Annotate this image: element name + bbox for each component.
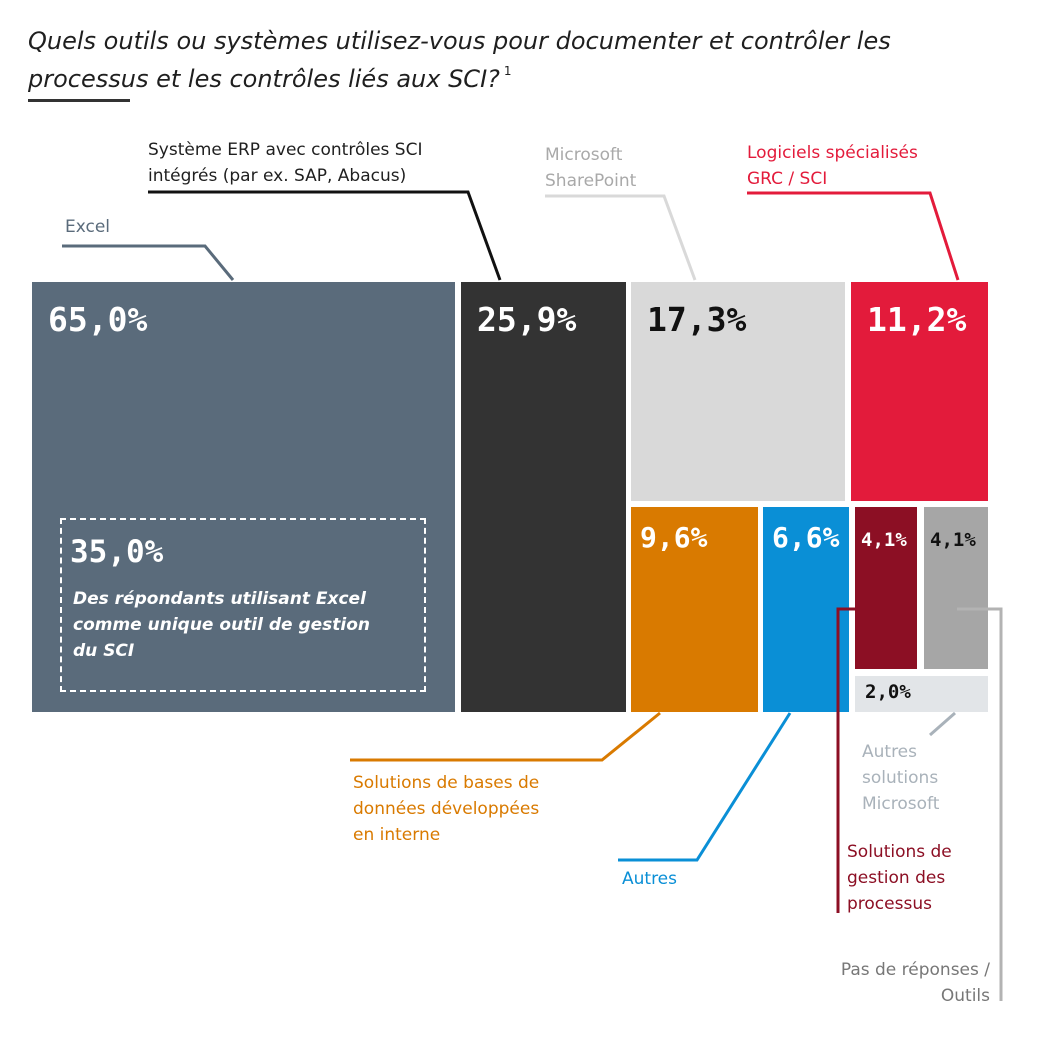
category-label-line: Autres (862, 742, 918, 762)
value-label-autres: 6,6% (772, 521, 840, 554)
leader-line-grc (747, 191, 960, 281)
value-label-grc: 11,2% (867, 300, 967, 339)
category-label-line: Solutions de (847, 842, 952, 862)
category-label-line: Autres (622, 869, 678, 889)
category-label-grc: Logiciels spécialisés GRC / SCI (747, 140, 918, 192)
category-label-line: données développées (353, 799, 540, 819)
inset-text: Des répondants utilisant Excel comme uni… (73, 589, 371, 661)
value-label-autres-microsoft: 2,0% (865, 681, 911, 703)
value-label-erp: 25,9% (477, 300, 577, 339)
category-label-db: Solutions de bases de données développées… (353, 770, 539, 848)
category-label-line: SharePoint (545, 171, 637, 191)
category-label-autres-microsoft: Autres solutions Microsoft (862, 739, 939, 817)
tile-grc: 11,2% (851, 282, 988, 501)
tile-erp: 25,9% (461, 282, 626, 712)
category-label-line: Solutions de bases de (353, 773, 540, 793)
tile-pas-de-reponses: 4,1% (924, 507, 988, 669)
category-label-line: Excel (65, 217, 111, 237)
value-label-excel: 65,0% (48, 300, 148, 339)
category-label-excel: Excel (65, 214, 110, 240)
value-label-pas-de-reponses: 4,1% (930, 529, 976, 551)
value-label-sharepoint: 17,3% (647, 300, 747, 339)
category-label-processus: Solutions de gestion des processus (847, 839, 952, 917)
tile-sharepoint: 17,3% (631, 282, 845, 501)
category-label-line: Système ERP avec contrôles SCI (148, 140, 423, 160)
tile-autres-microsoft: 2,0% (855, 676, 988, 712)
leader-line-autres (618, 712, 792, 862)
leader-line-erp (148, 190, 502, 281)
inset-value: 35,0% (70, 534, 164, 570)
leader-line-db (350, 711, 661, 762)
category-label-pas-de-reponses: Pas de réponses / Outils (818, 957, 990, 1009)
category-label-line: Microsoft (545, 145, 623, 165)
excel-only-inset: 35,0% Des répondants utilisant Excel comm… (60, 518, 426, 692)
chart-title-text: Quels outils ou systèmes utilisez-vous p… (28, 27, 891, 93)
title-underline (28, 99, 130, 102)
category-label-erp: Système ERP avec contrôles SCI intégrés (… (148, 137, 422, 189)
category-label-line: Outils (940, 986, 990, 1006)
tile-excel: 65,0% 35,0% Des répondants utilisant Excel… (32, 282, 455, 712)
category-label-line: GRC / SCI (747, 169, 828, 189)
leader-line-sharepoint (545, 194, 697, 281)
tile-db: 9,6% (631, 507, 758, 712)
leader-line-pas-de-reponses (957, 607, 1003, 1001)
value-label-processus: 4,1% (861, 529, 907, 551)
title-footnote: 1 (503, 64, 512, 78)
category-label-line: Logiciels spécialisés (747, 143, 918, 163)
leader-line-processus (836, 607, 878, 913)
category-label-autres: Autres (622, 866, 677, 892)
leader-line-excel (62, 244, 235, 281)
category-label-line: en interne (353, 825, 441, 845)
category-label-line: gestion des (847, 868, 946, 888)
category-label-line: intégrés (par ex. SAP, Abacus) (148, 166, 407, 186)
category-label-line: processus (847, 894, 932, 914)
tile-processus: 4,1% (855, 507, 917, 669)
chart-title: Quels outils ou systèmes utilisez-vous p… (28, 26, 1018, 94)
category-label-line: Microsoft (862, 794, 940, 814)
value-label-db: 9,6% (640, 521, 708, 554)
leader-line-autres-microsoft (929, 711, 956, 737)
category-label-line: Pas de réponses / (840, 960, 990, 980)
category-label-line: solutions (862, 768, 939, 788)
tile-autres: 6,6% (763, 507, 849, 712)
category-label-sharepoint: Microsoft SharePoint (545, 142, 636, 194)
